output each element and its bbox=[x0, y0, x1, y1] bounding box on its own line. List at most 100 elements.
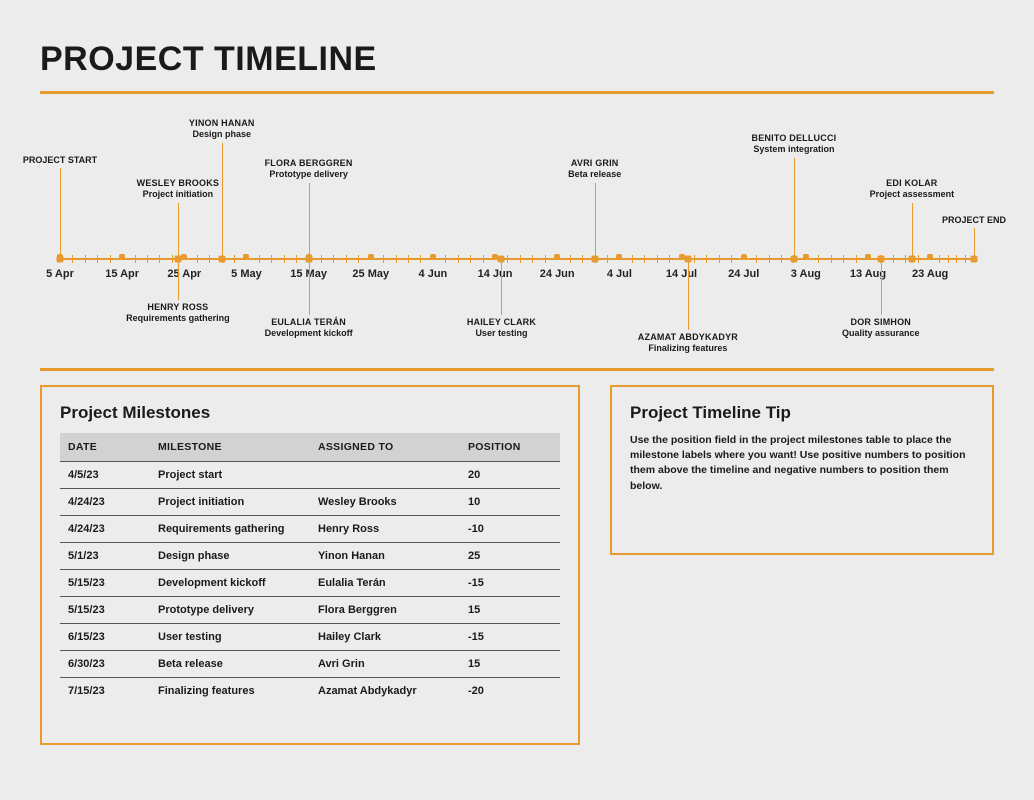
timeline-major-tick bbox=[554, 254, 560, 260]
table-header-cell: DATE bbox=[60, 433, 150, 462]
table-header-cell: POSITION bbox=[460, 433, 560, 462]
table-cell: User testing bbox=[150, 624, 310, 651]
timeline-minor-tick bbox=[719, 255, 720, 263]
timeline-minor-tick bbox=[507, 255, 508, 263]
milestone-label: AZAMAT ABDYKADYRFinalizing features bbox=[638, 332, 738, 355]
table-header-cell: MILESTONE bbox=[150, 433, 310, 462]
milestone-label: DOR SIMHONQuality assurance bbox=[842, 317, 920, 340]
timeline-minor-tick bbox=[72, 255, 73, 263]
timeline-minor-tick bbox=[939, 255, 940, 263]
milestone-connector bbox=[178, 203, 179, 258]
tip-body: Use the position field in the project mi… bbox=[630, 433, 974, 494]
tip-box: Project Timeline Tip Use the position fi… bbox=[610, 385, 994, 555]
table-cell: 4/24/23 bbox=[60, 489, 150, 516]
table-row: 6/15/23User testingHailey Clark-15 bbox=[60, 624, 560, 651]
milestone-connector bbox=[222, 143, 223, 258]
timeline-minor-tick bbox=[956, 255, 957, 263]
table-cell: Henry Ross bbox=[310, 516, 460, 543]
table-row: 5/1/23Design phaseYinon Hanan25 bbox=[60, 543, 560, 570]
timeline-major-tick bbox=[865, 254, 871, 260]
milestone-label: PROJECT END bbox=[942, 215, 1006, 226]
timeline-major-tick bbox=[368, 254, 374, 260]
timeline-tick-label: 23 Aug bbox=[912, 268, 948, 280]
milestone-label: FLORA BERGGRENPrototype delivery bbox=[265, 158, 353, 181]
timeline-tick-label: 25 Apr bbox=[167, 268, 201, 280]
timeline-minor-tick bbox=[843, 255, 844, 263]
table-cell: 6/15/23 bbox=[60, 624, 150, 651]
timeline-minor-tick bbox=[296, 255, 297, 263]
table-row: 5/15/23Development kickoffEulalia Terán-… bbox=[60, 570, 560, 597]
milestone-connector bbox=[794, 158, 795, 258]
tip-title: Project Timeline Tip bbox=[630, 403, 974, 423]
timeline-minor-tick bbox=[818, 255, 819, 263]
milestone-label: EULALIA TERÁNDevelopment kickoff bbox=[265, 317, 353, 340]
table-cell: Eulalia Terán bbox=[310, 570, 460, 597]
table-cell: Design phase bbox=[150, 543, 310, 570]
table-cell: 4/24/23 bbox=[60, 516, 150, 543]
milestone-connector bbox=[595, 183, 596, 258]
table-cell bbox=[310, 462, 460, 489]
table-row: 4/24/23Requirements gatheringHenry Ross-… bbox=[60, 516, 560, 543]
table-cell: 4/5/23 bbox=[60, 462, 150, 489]
timeline-minor-tick bbox=[893, 255, 894, 263]
table-cell: -15 bbox=[460, 624, 560, 651]
milestone-connector bbox=[688, 260, 689, 330]
milestone-connector bbox=[501, 260, 502, 315]
timeline-minor-tick bbox=[731, 255, 732, 263]
page-title: PROJECT TIMELINE bbox=[40, 40, 994, 79]
milestone-label: HENRY ROSSRequirements gathering bbox=[126, 302, 230, 325]
timeline-minor-tick bbox=[197, 255, 198, 263]
milestone-label: BENITO DELLUCCISystem integration bbox=[752, 133, 837, 156]
timeline-minor-tick bbox=[520, 255, 521, 263]
timeline-minor-tick bbox=[333, 255, 334, 263]
divider-bottom bbox=[40, 368, 994, 371]
milestone-label: EDI KOLARProject assessment bbox=[870, 178, 955, 201]
lower-panels: Project Milestones DATEMILESTONEASSIGNED… bbox=[40, 385, 994, 745]
table-cell: 20 bbox=[460, 462, 560, 489]
timeline-minor-tick bbox=[408, 255, 409, 263]
timeline-minor-tick bbox=[644, 255, 645, 263]
milestone-connector bbox=[178, 260, 179, 300]
table-cell: -15 bbox=[460, 570, 560, 597]
timeline-major-tick bbox=[616, 254, 622, 260]
timeline-major-tick bbox=[803, 254, 809, 260]
timeline-minor-tick bbox=[607, 255, 608, 263]
timeline-minor-tick bbox=[657, 255, 658, 263]
timeline-minor-tick bbox=[545, 255, 546, 263]
milestone-connector bbox=[912, 203, 913, 258]
timeline-major-tick bbox=[430, 254, 436, 260]
table-cell: Project initiation bbox=[150, 489, 310, 516]
timeline-minor-tick bbox=[383, 255, 384, 263]
timeline-major-tick bbox=[927, 254, 933, 260]
timeline-minor-tick bbox=[706, 255, 707, 263]
milestones-title: Project Milestones bbox=[60, 403, 560, 423]
timeline-tick-label: 14 Jul bbox=[666, 268, 697, 280]
timeline-minor-tick bbox=[159, 255, 160, 263]
timeline-minor-tick bbox=[110, 255, 111, 263]
milestone-label: AVRI GRINBeta release bbox=[568, 158, 621, 181]
timeline-minor-tick bbox=[172, 255, 173, 263]
table-cell: Avri Grin bbox=[310, 651, 460, 678]
table-cell: 15 bbox=[460, 651, 560, 678]
timeline-major-tick bbox=[741, 254, 747, 260]
milestone-connector bbox=[309, 260, 310, 315]
timeline-minor-tick bbox=[483, 255, 484, 263]
milestone-connector bbox=[60, 168, 61, 258]
table-cell: 10 bbox=[460, 489, 560, 516]
timeline-minor-tick bbox=[135, 255, 136, 263]
timeline-minor-tick bbox=[856, 255, 857, 263]
timeline-minor-tick bbox=[965, 255, 966, 263]
table-cell: Beta release bbox=[150, 651, 310, 678]
milestone-label: HAILEY CLARKUser testing bbox=[467, 317, 536, 340]
milestone-connector bbox=[309, 183, 310, 258]
table-cell: -10 bbox=[460, 516, 560, 543]
milestones-box: Project Milestones DATEMILESTONEASSIGNED… bbox=[40, 385, 580, 745]
table-cell: Hailey Clark bbox=[310, 624, 460, 651]
table-cell: Azamat Abdykadyr bbox=[310, 678, 460, 705]
table-cell: Wesley Brooks bbox=[310, 489, 460, 516]
table-row: 5/15/23Prototype deliveryFlora Berggren1… bbox=[60, 597, 560, 624]
timeline-minor-tick bbox=[781, 255, 782, 263]
table-row: 6/30/23Beta releaseAvri Grin15 bbox=[60, 651, 560, 678]
timeline-major-tick bbox=[243, 254, 249, 260]
timeline-minor-tick bbox=[147, 255, 148, 263]
